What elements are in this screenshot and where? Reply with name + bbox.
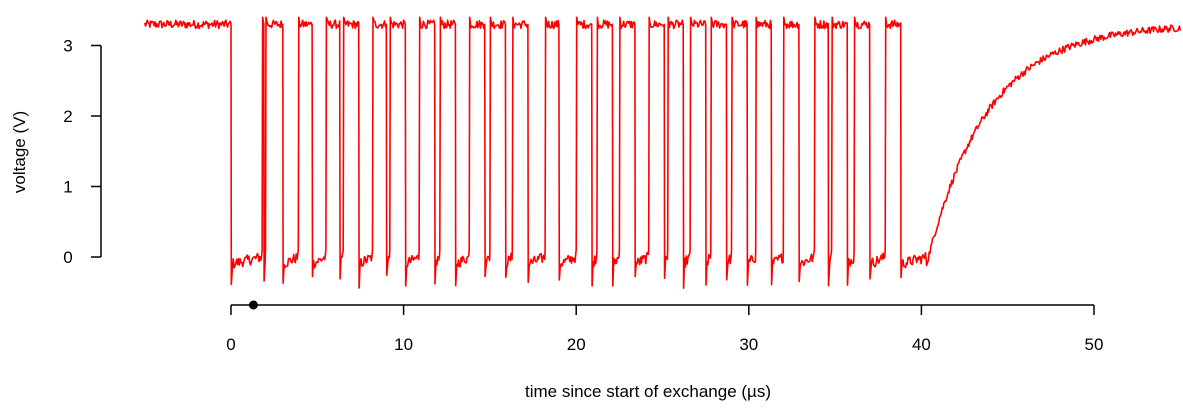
- y-axis-title: voltage (V): [10, 111, 29, 193]
- voltage-trace-series: [143, 16, 1182, 289]
- x-tick-label: 30: [739, 335, 758, 354]
- y-tick-label: 0: [63, 248, 72, 267]
- x-tick-label: 50: [1085, 335, 1104, 354]
- tick-marks: [91, 44, 1095, 315]
- x-axis-title: time since start of exchange (µs): [525, 382, 771, 401]
- x-tick-label: 0: [226, 335, 235, 354]
- start-marker-dot: [248, 300, 258, 310]
- x-tick-label: 10: [394, 335, 413, 354]
- y-tick-label: 3: [63, 37, 72, 56]
- y-tick-label: 1: [63, 178, 72, 197]
- y-tick-label: 2: [63, 107, 72, 126]
- tick-labels: 0 10 20 30 40 50 0 1 2 3: [63, 37, 1103, 355]
- x-tick-label: 40: [912, 335, 931, 354]
- x-tick-label: 20: [567, 335, 586, 354]
